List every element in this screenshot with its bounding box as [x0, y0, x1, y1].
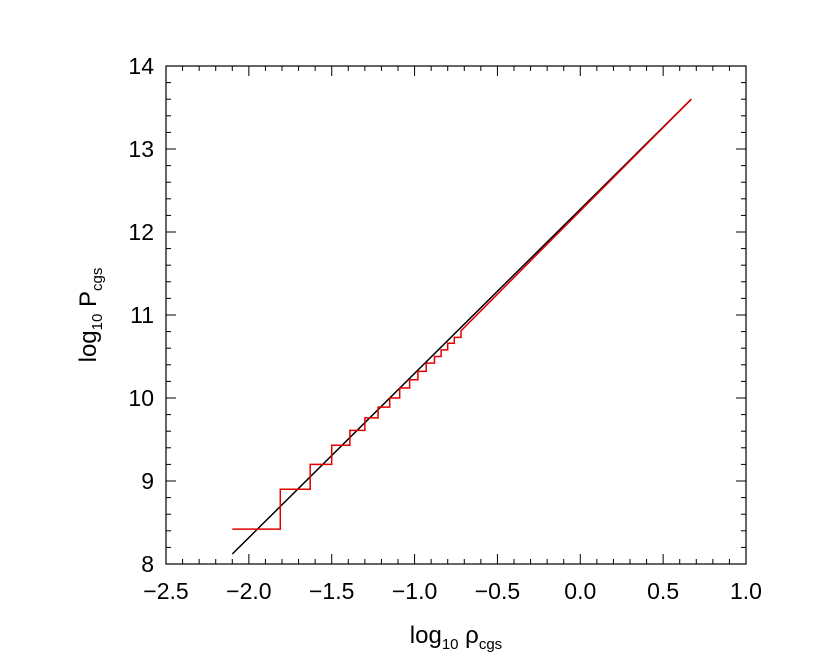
y-tick-label: 12	[128, 219, 154, 245]
y-tick-label: 8	[141, 551, 154, 577]
x-tick-label: 1.0	[730, 578, 762, 604]
data-series	[231, 98, 692, 555]
y-tick-label: 10	[128, 385, 154, 411]
series-line-red	[232, 98, 692, 530]
y-tick-label: 14	[128, 53, 154, 79]
y-axis-label: log10 Pcgs	[75, 268, 106, 363]
x-tick-label: −1.5	[309, 578, 354, 604]
axis-ticks	[165, 65, 747, 565]
y-tick-label: 13	[128, 136, 154, 162]
x-axis-label: log10 ρcgs	[410, 622, 502, 653]
series-line-black	[231, 98, 692, 555]
y-tick-label: 11	[130, 302, 154, 328]
x-tick-label: 0.5	[647, 578, 679, 604]
plot-frame	[165, 65, 747, 565]
x-tick-label: 0.0	[564, 578, 596, 604]
x-tick-label: −2.0	[226, 578, 271, 604]
x-tick-label: −2.5	[143, 578, 188, 604]
axis-tick-labels: −2.5 −2.0 −1.5 −1.0 −0.5 0.0 0.5 1.0 8 9 10 11 12 13 1…	[128, 53, 762, 604]
y-tick-label: 9	[141, 468, 154, 494]
x-tick-label: −1.0	[392, 578, 437, 604]
x-tick-label: −0.5	[475, 578, 520, 604]
